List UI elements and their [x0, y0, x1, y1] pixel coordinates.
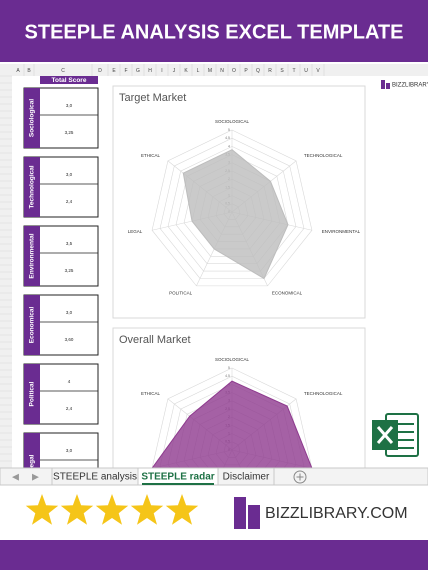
column-letter: T — [292, 68, 295, 74]
section-score: 3,0 — [66, 172, 73, 177]
sheet-tab-label: Disclaimer — [223, 472, 270, 483]
radar-area — [151, 380, 313, 468]
section-score: 3,0 — [66, 310, 73, 315]
radar-axis-label: LEGAL — [128, 229, 143, 234]
section-label: Legal — [29, 454, 36, 471]
star — [130, 494, 164, 525]
radar-tick-label: 4,5 — [225, 374, 230, 378]
column-letter: I — [161, 68, 162, 74]
column-letter: U — [304, 68, 308, 74]
column-letter: R — [268, 68, 272, 74]
column-letter: S — [280, 68, 284, 74]
sheet-tab-label: STEEPLE analysis — [53, 472, 137, 483]
column-letter: F — [124, 68, 127, 74]
brand-text: BIZZLIBRARY.COM — [265, 505, 408, 522]
chart-title: Target Market — [119, 92, 186, 104]
section-score: 3,0 — [66, 448, 73, 453]
section-score: 3,25 — [65, 268, 74, 273]
radar-axis-label: SOCIOLOGICAL — [215, 357, 250, 362]
radar-axis-label: TECHNOLOGICAL — [304, 153, 343, 158]
column-letter: E — [112, 68, 116, 74]
radar-axis-label: ECONOMICAL — [272, 290, 303, 295]
add-sheet-plus — [296, 473, 304, 481]
radar-axis-label: POLITICAL — [169, 290, 193, 295]
section-score: 3,5 — [66, 241, 73, 246]
section-score: 3,60 — [65, 337, 74, 342]
radar-axis-label: ETHICAL — [141, 391, 161, 396]
header-band — [0, 0, 428, 62]
radar-tick-label: 5 — [228, 128, 230, 132]
section-score: 2,4 — [66, 406, 73, 411]
column-letter: L — [197, 68, 200, 74]
radar-grid-ring — [151, 367, 313, 468]
section-label-cell — [24, 157, 40, 217]
section-label: Economical — [29, 307, 36, 344]
radar-grid-ring — [159, 137, 305, 279]
column-letter: J — [173, 68, 176, 74]
tab-scroll-left[interactable]: ◀ — [12, 471, 19, 481]
section-label: Technological — [29, 165, 36, 208]
logo-mark — [386, 83, 390, 89]
section-label: Sociological — [29, 99, 36, 137]
section-label-cell — [24, 88, 40, 148]
star — [165, 494, 199, 525]
star — [25, 494, 59, 525]
section-label: Political — [29, 381, 36, 406]
rating-stars — [25, 494, 199, 525]
excel-icon — [372, 413, 419, 457]
header-title: STEEPLE ANALYSIS EXCEL TEMPLATE — [25, 21, 404, 43]
section-label: Environmental — [29, 233, 36, 278]
logo-mark — [381, 80, 385, 89]
section-score: 2,4 — [66, 199, 73, 204]
section-label-cell — [24, 295, 40, 355]
column-header-bar — [0, 64, 428, 76]
radar-tick-label: 4,5 — [225, 136, 230, 140]
column-letter: B — [27, 68, 31, 74]
logo-text: BIZZLIBRARY.C — [392, 83, 428, 89]
tab-scroll-right[interactable]: ▶ — [32, 471, 39, 481]
column-letter: K — [184, 68, 188, 74]
chart-title: Overall Market — [119, 334, 191, 346]
radar-axis-label: TECHNOLOGICAL — [304, 391, 343, 396]
column-letter: C — [61, 68, 65, 74]
add-sheet[interactable] — [293, 470, 307, 484]
radar-grid-ring — [151, 129, 313, 287]
column-letter: V — [316, 68, 320, 74]
column-letter: Q — [256, 68, 260, 74]
section-label-cell — [24, 364, 40, 424]
column-letter: M — [208, 68, 212, 74]
radar-grid-ring — [167, 146, 297, 272]
brand-logo — [234, 497, 260, 529]
sheet-tab[interactable] — [217, 467, 275, 486]
radar-area — [182, 149, 289, 280]
star — [95, 494, 129, 525]
radar-axis-label: SOCIOLOGICAL — [215, 119, 250, 124]
radar-axis-label: ENVIRONMENTAL — [322, 229, 361, 234]
column-letter: H — [148, 68, 152, 74]
score-header: Total Score — [52, 77, 87, 84]
section-score: 3,25 — [65, 130, 74, 135]
section-label-cell — [24, 226, 40, 286]
radar-axis-label: ETHICAL — [141, 153, 161, 158]
sheet-content: A B C D E F G H I J K L M N O P Q R S T U V Total Score Sociolo… — [0, 64, 428, 471]
column-letter: G — [136, 68, 140, 74]
section-score: 3,0 — [66, 103, 73, 108]
column-letter: D — [98, 68, 102, 74]
section-score: 4 — [68, 379, 71, 384]
column-letter: A — [16, 68, 20, 74]
score-header-cell — [40, 76, 98, 84]
section-label-cell — [24, 433, 40, 468]
radar-tick-label: 4 — [228, 144, 230, 148]
column-letter: O — [232, 68, 236, 74]
column-letter: P — [244, 68, 248, 74]
footer-band — [0, 540, 428, 570]
star — [60, 494, 94, 525]
tabs: STEEPLE analysis STEEPLE radar Disclaimer — [51, 467, 275, 486]
radar-tick-label: 5 — [228, 366, 230, 370]
radar-grid-ring — [159, 375, 305, 468]
column-letter: N — [220, 68, 224, 74]
sheet-tab-label: STEEPLE radar — [141, 472, 214, 483]
